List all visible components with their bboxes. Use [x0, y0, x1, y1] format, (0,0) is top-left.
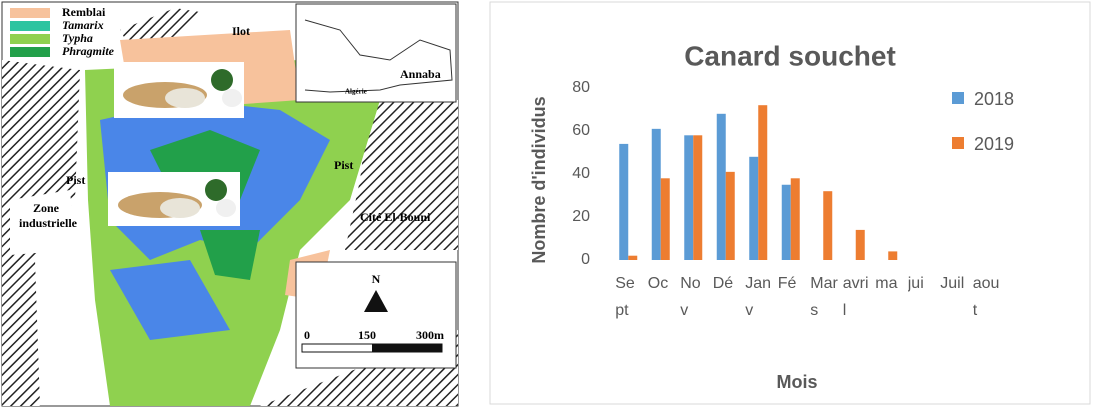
scale-bar [372, 344, 442, 352]
scale-label: 0 [304, 328, 310, 342]
north-label: N [372, 272, 381, 286]
bar [758, 105, 768, 260]
x-tick-label: jui [907, 275, 924, 292]
x-tick-label-box: aout [972, 275, 1000, 319]
x-tick-label: avril [842, 275, 869, 319]
hatch-area [345, 100, 458, 250]
map-label: Ilot [232, 24, 250, 38]
map-label: Cité El-Bouni [360, 210, 431, 224]
bar [619, 143, 629, 260]
bar [725, 171, 735, 260]
x-tick-label-box: jui [907, 275, 924, 292]
scale-label: 150 [358, 328, 376, 342]
hatch-area [120, 8, 200, 48]
swatch [10, 8, 50, 18]
legend-label: 2018 [974, 89, 1014, 109]
bar [823, 191, 833, 260]
map-label: Zone [33, 201, 60, 215]
y-tick-label: 60 [572, 122, 590, 139]
x-tick-label: Juil [940, 275, 965, 292]
legend-label: 2019 [974, 134, 1014, 154]
scale-label: 300m [416, 328, 444, 342]
x-tick-label-box: Juil [940, 275, 965, 292]
x-tick-label: aout [972, 275, 1000, 319]
coastline [304, 19, 453, 93]
x-tick-label-box: Janv [745, 275, 772, 319]
map-label: Pist [66, 173, 85, 187]
map-label: Annaba [400, 67, 441, 81]
legend-swatch [952, 92, 964, 104]
x-tick-label-box: Oc [647, 275, 669, 292]
north-arrow [364, 290, 388, 312]
bar [628, 255, 638, 260]
x-axis-title: Mois [776, 372, 817, 392]
bar [790, 178, 800, 260]
x-tick-label: Fé [777, 275, 797, 292]
x-tick-label-box: Mars [810, 275, 838, 319]
map-legend-label: Tamarix [62, 18, 104, 32]
legend-swatch [952, 137, 964, 149]
water [110, 260, 230, 340]
phragmite [200, 230, 260, 280]
x-tick-label: Janv [745, 275, 772, 319]
swatch [10, 21, 50, 31]
x-tick-label: Sept [615, 275, 635, 319]
map-legend-label: Typha [62, 31, 93, 45]
y-tick-label: 20 [572, 208, 590, 225]
x-tick-label: Mars [810, 275, 838, 319]
chart-title: Canard souchet [684, 40, 896, 71]
y-tick-label: 0 [581, 251, 590, 268]
x-tick-label-box: ma [875, 275, 898, 292]
map-legend-label: Phragmite [62, 44, 115, 58]
bar [660, 178, 670, 260]
x-tick-label: Dé [712, 275, 734, 292]
zone-area [10, 190, 75, 255]
y-tick-label: 80 [572, 79, 590, 96]
swatch [10, 34, 50, 44]
map: Annaba Algérie Remblai Tamarix Typha Phr… [1, 1, 459, 407]
x-tick-label-box: Dé [712, 275, 734, 292]
bar [716, 113, 726, 260]
y-tick-label: 40 [572, 165, 590, 182]
bar [749, 156, 759, 260]
bar [684, 135, 694, 260]
map-legend-label: Remblai [62, 5, 106, 19]
bar [651, 128, 661, 260]
map-label: Pist [334, 158, 353, 172]
x-tick-label-box: Sept [615, 275, 635, 319]
swatch [10, 47, 50, 57]
bar [781, 184, 791, 260]
bar [855, 229, 865, 260]
bar [888, 251, 898, 260]
bar [693, 135, 703, 260]
x-tick-label-box: avril [842, 275, 869, 319]
x-tick-label-box: Nov [680, 275, 701, 319]
x-tick-label: Nov [680, 275, 701, 319]
x-tick-label-box: Fé [777, 275, 797, 292]
inset [295, 3, 457, 103]
duck-photo [114, 62, 244, 118]
x-tick-label: ma [875, 275, 898, 292]
x-tick-label: Oc [647, 275, 669, 292]
map-label: industrielle [19, 216, 78, 230]
y-axis-title: Nombre d'individus [529, 96, 549, 263]
duck-photo [108, 172, 240, 226]
map-label: Algérie [345, 88, 367, 96]
